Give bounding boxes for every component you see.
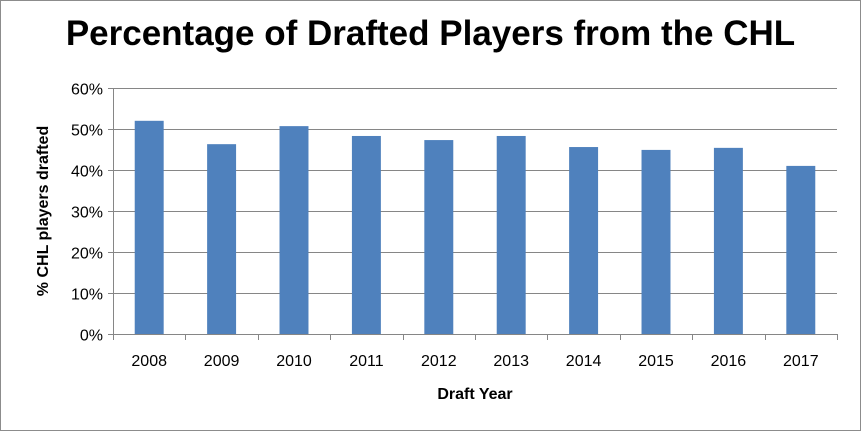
x-tick-label: 2013: [493, 353, 529, 370]
chart-title: Percentage of Drafted Players from the C…: [65, 14, 796, 53]
y-tick-label: 50%: [71, 123, 103, 140]
bar-2016: [713, 147, 743, 334]
axes: [108, 88, 838, 340]
bar-2011: [351, 135, 381, 334]
y-tick-label: 40%: [71, 164, 103, 181]
x-tick-label: 2011: [349, 353, 384, 370]
bar-2013: [496, 135, 526, 334]
bar-2008: [134, 120, 164, 334]
y-tick-label: 0%: [80, 328, 103, 345]
x-tick-label: 2016: [711, 353, 747, 370]
x-axis-tick-labels: 2008 2009 2010 2011 2012 2013 2014 2015 2016 2017: [131, 353, 818, 370]
x-tick-label: 2014: [566, 353, 602, 370]
y-axis-label: % CHL players drafted: [35, 126, 52, 296]
y-tick-label: 60%: [71, 82, 103, 99]
x-tick-label: 2009: [204, 353, 240, 370]
bar-2010: [279, 126, 309, 334]
x-tick-label: 2017: [783, 353, 819, 370]
y-tick-label: 20%: [71, 246, 103, 263]
x-tick-label: 2010: [276, 353, 312, 370]
x-tick-label: 2015: [638, 353, 674, 370]
bar-2015: [641, 149, 671, 334]
y-tick-label: 10%: [71, 287, 103, 304]
bar-2012: [424, 140, 454, 334]
x-tick-label: 2012: [421, 353, 457, 370]
bar-2017: [786, 165, 816, 334]
y-axis-tick-labels: 0% 10% 20% 30% 40% 50% 60%: [71, 82, 103, 345]
x-tick-label: 2008: [131, 353, 167, 370]
y-tick-label: 30%: [71, 205, 103, 222]
bar-2009: [207, 144, 237, 334]
bar-2014: [569, 147, 599, 334]
bar-series: [134, 120, 816, 334]
x-axis-label: Draft Year: [437, 386, 512, 403]
